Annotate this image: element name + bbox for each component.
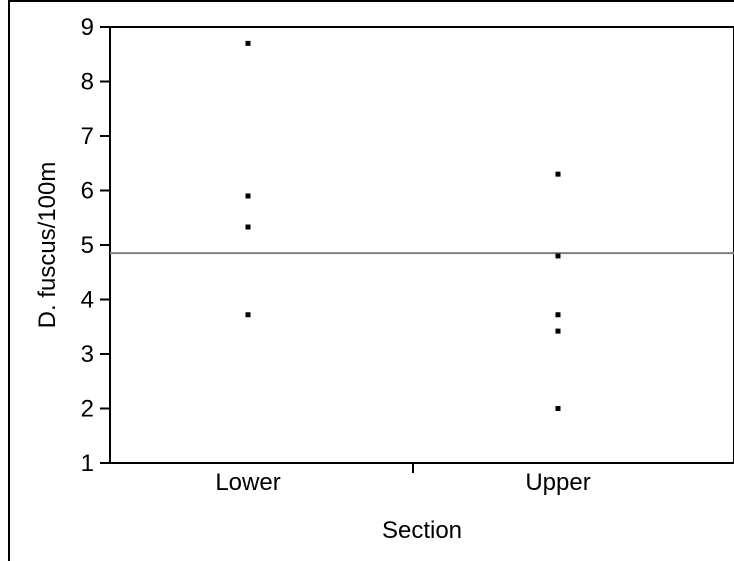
y-axis: 1 2 3 4 5 6 7 8 9: [81, 14, 110, 477]
plot-frame: [109, 26, 734, 464]
data-point: [245, 193, 251, 199]
data-points: [245, 40, 561, 411]
y-tick-label: 9: [81, 14, 94, 41]
data-point: [245, 312, 251, 318]
x-tick-label: Lower: [215, 469, 280, 496]
x-axis: Lower Upper: [215, 463, 591, 496]
data-point: [245, 224, 251, 230]
data-point: [555, 406, 561, 411]
x-tick-label: Upper: [525, 469, 590, 496]
y-tick-label: 7: [81, 123, 94, 150]
x-axis-title: Section: [382, 517, 462, 544]
data-point: [555, 253, 561, 259]
y-axis-title: D. fuscus/100m: [34, 162, 61, 329]
y-tick-label: 3: [81, 341, 94, 368]
data-point: [245, 40, 251, 46]
y-tick-label: 5: [81, 232, 94, 259]
y-tick-label: 2: [81, 396, 94, 423]
y-tick-label: 6: [81, 178, 94, 205]
data-point: [555, 328, 561, 334]
y-tick-label: 1: [81, 450, 94, 477]
data-point: [555, 312, 561, 318]
y-tick-label: 8: [81, 69, 94, 96]
y-tick-label: 4: [81, 287, 94, 314]
data-point: [555, 171, 561, 177]
